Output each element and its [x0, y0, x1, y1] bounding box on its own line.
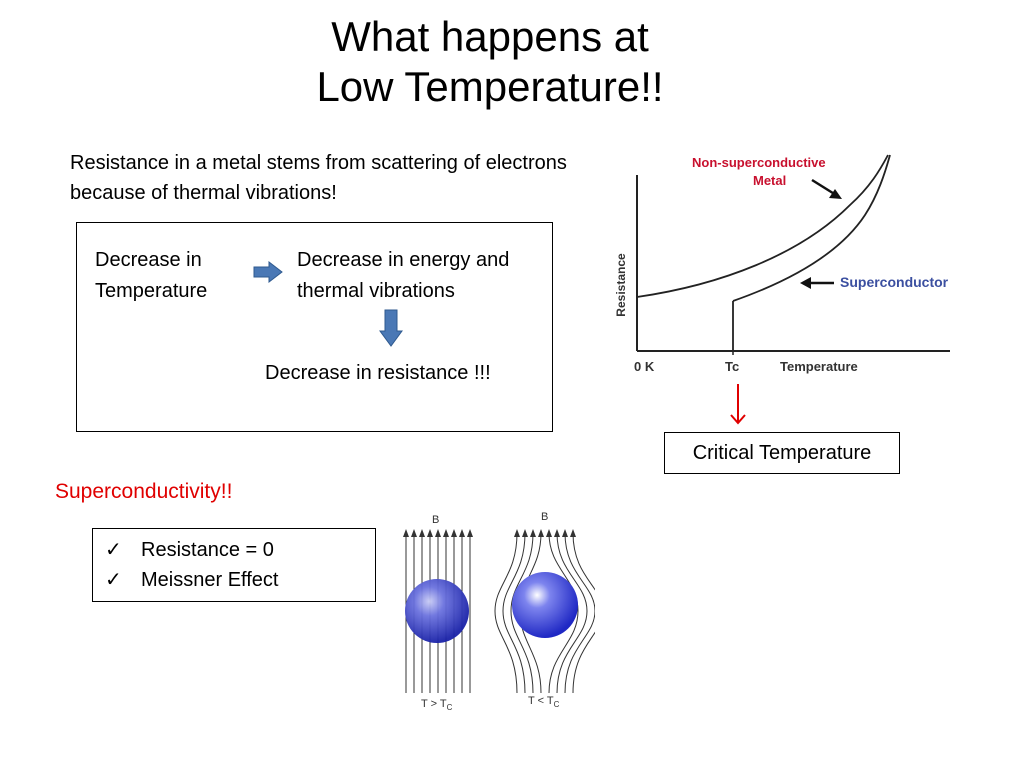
check-icon: ✓	[105, 539, 122, 561]
condition-left: T > TC	[421, 698, 453, 712]
right-arrow-icon	[253, 261, 283, 283]
x-axis-label: Temperature	[780, 359, 858, 374]
flow-step-resistance: Decrease in resistance !!!	[265, 362, 491, 384]
flow-box: Decrease in Temperature Decrease in ener…	[76, 222, 553, 432]
metal-pointer-arrow-icon	[811, 178, 842, 199]
field-label-left: B	[432, 514, 439, 526]
properties-box: ✓ Resistance = 0 ✓ Meissner Effect	[92, 528, 376, 602]
metal-label-line-2: Metal	[753, 173, 786, 188]
flow-step-energy: Decrease in energy and thermal vibration…	[297, 249, 510, 302]
x-tick-zero-k: 0 K	[634, 359, 655, 374]
superconductor-pointer-arrow-icon	[800, 277, 834, 289]
slide-title: What happens at Low Temperature!!	[0, 12, 980, 112]
down-arrow-icon	[379, 309, 403, 347]
red-down-arrow-icon	[730, 384, 746, 425]
field-label-right: B	[541, 511, 548, 523]
superconductor-label: Superconductor	[840, 274, 949, 290]
list-item: ✓ Meissner Effect	[105, 565, 278, 595]
sphere-normal-state	[405, 579, 469, 643]
metal-curve	[636, 154, 889, 298]
metal-label-line-1: Non-superconductive	[692, 155, 826, 170]
title-line-1: What happens at	[331, 13, 649, 60]
property-resistance: Resistance = 0	[141, 539, 274, 561]
y-axis-label: Resistance	[614, 253, 628, 317]
condition-right: T < TC	[528, 695, 560, 709]
check-icon: ✓	[105, 569, 122, 591]
resistance-temperature-chart: Resistance 0 K Tc Temperature Non-superc…	[614, 154, 950, 374]
intro-text: Resistance in a metal stems from scatter…	[70, 152, 567, 204]
list-item: ✓ Resistance = 0	[105, 535, 274, 565]
field-arrowheads-right	[514, 529, 576, 537]
x-tick-tc: Tc	[725, 359, 739, 374]
meissner-effect-illustration: B T > TC B T < TC	[403, 511, 595, 712]
critical-temperature-label: Critical Temperature	[692, 441, 872, 464]
sphere-superconducting-state	[512, 572, 578, 638]
property-meissner: Meissner Effect	[141, 569, 279, 591]
flow-step-temperature: Decrease in Temperature	[95, 249, 208, 302]
title-line-2: Low Temperature!!	[316, 63, 664, 110]
superconductor-curve	[732, 154, 891, 302]
superconductivity-heading: Superconductivity!!	[55, 480, 233, 503]
critical-temperature-box: Critical Temperature	[664, 432, 900, 474]
